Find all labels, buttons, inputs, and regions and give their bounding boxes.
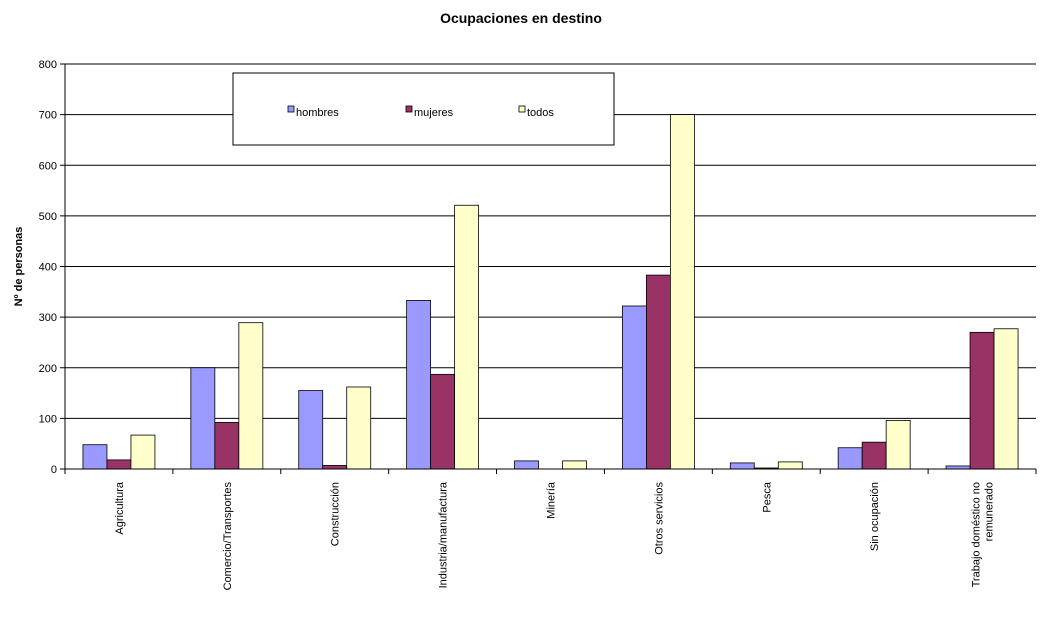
- y-tick-label: 600: [39, 160, 57, 172]
- bar-todos: [993, 328, 1019, 470]
- bar-mujeres: [106, 459, 132, 470]
- bar-hombres: [621, 305, 647, 470]
- y-tick-label: 800: [39, 59, 57, 71]
- bar-hombres: [514, 460, 539, 470]
- legend-swatch-hombres: [287, 105, 295, 113]
- legend-box: [232, 72, 615, 146]
- x-category-label: Construcción: [330, 482, 342, 546]
- y-tick-labels: 0 100 200 300 400 500 600 700 800: [39, 59, 65, 476]
- bar-todos: [346, 386, 372, 470]
- legend-swatch-mujeres: [405, 105, 413, 113]
- legend: hombres mujeres todos: [232, 72, 615, 146]
- bar-hombres: [298, 390, 324, 470]
- legend-label-todos: todos: [527, 107, 554, 119]
- y-tick-label: 700: [39, 110, 57, 122]
- bar-hombres: [729, 462, 755, 470]
- x-category-label: Industria/manufactura: [438, 481, 450, 588]
- bar-mujeres: [430, 373, 456, 470]
- y-tick-label: 200: [39, 363, 57, 375]
- bar-todos: [562, 460, 587, 470]
- x-category-label: Agricultura: [114, 481, 126, 534]
- x-category-labels: Agricultura Comercio/Transportes Construcc…: [114, 481, 996, 590]
- bars: [82, 114, 1019, 470]
- bar-mujeres: [214, 422, 240, 470]
- x-category-label: Otros servicios: [653, 482, 665, 555]
- bar-hombres: [406, 300, 432, 470]
- bar-todos: [454, 204, 480, 470]
- x-category-label: Minería: [546, 481, 558, 519]
- x-category-label: Sin ocupación: [869, 482, 881, 551]
- bar-todos: [238, 322, 264, 470]
- gridlines: [65, 63, 1036, 419]
- bar-todos: [885, 419, 911, 470]
- bar-hombres: [82, 444, 108, 470]
- bar-mujeres: [322, 465, 348, 470]
- bar-todos: [777, 461, 803, 470]
- y-axis-label: Nº de personas: [13, 227, 25, 307]
- x-category-label: remunerado: [984, 482, 996, 541]
- legend-label-hombres: hombres: [296, 107, 339, 119]
- y-tick-label: 400: [39, 262, 57, 274]
- x-category-label: Pesca: [761, 481, 773, 512]
- y-tick-label: 300: [39, 312, 57, 324]
- bar-hombres: [190, 367, 216, 470]
- x-category-label: Trabajo doméstico no: [971, 482, 983, 587]
- bar-mujeres: [969, 331, 995, 470]
- legend-label-mujeres: mujeres: [414, 107, 454, 119]
- bar-mujeres: [645, 274, 671, 470]
- y-tick-label: 500: [39, 211, 57, 223]
- chart-title: Ocupaciones en destino: [440, 10, 602, 26]
- y-tick-label: 0: [51, 464, 57, 476]
- bar-mujeres: [861, 441, 887, 470]
- legend-swatch-todos: [518, 105, 526, 113]
- bar-todos: [130, 434, 156, 470]
- x-category-label: Comercio/Transportes: [222, 482, 234, 591]
- y-tick-label: 100: [39, 413, 57, 425]
- bar-todos: [669, 114, 695, 470]
- bar-hombres: [837, 447, 863, 470]
